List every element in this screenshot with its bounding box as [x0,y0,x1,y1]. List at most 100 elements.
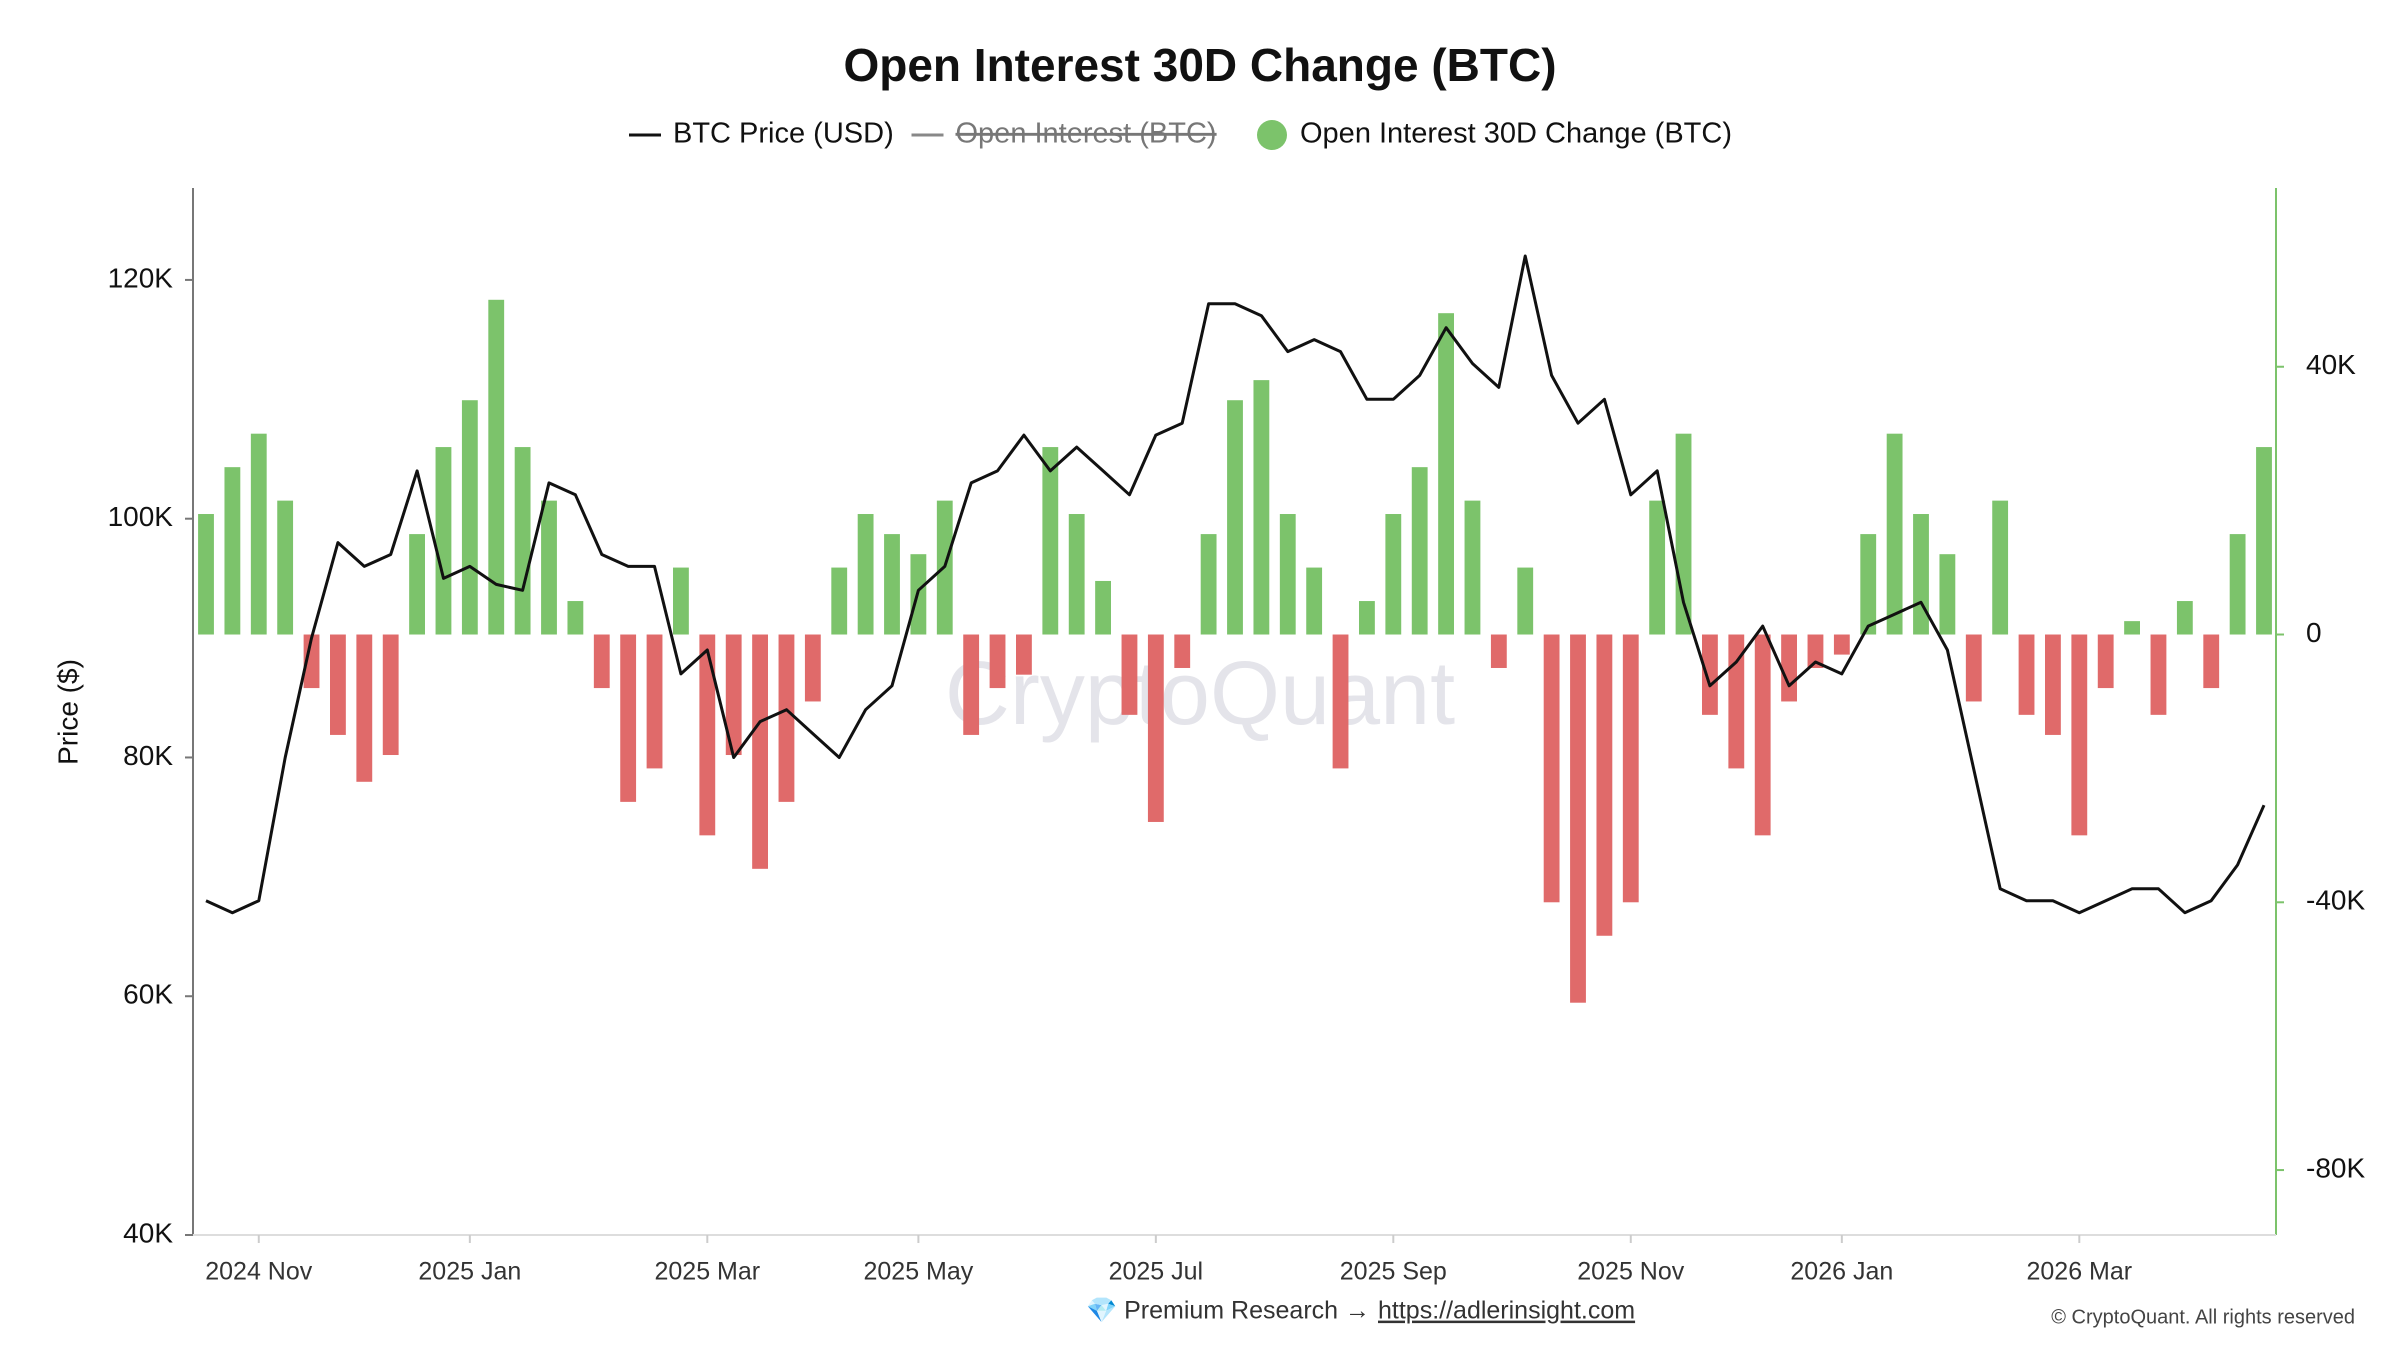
bar [1306,567,1323,635]
bar [2229,534,2246,635]
bar [2256,447,2272,635]
bar [1517,567,1534,635]
bar [409,534,425,635]
y-tick-label: 80K [123,740,173,771]
bar [646,634,663,769]
bar [1570,634,1586,1003]
bar [1095,580,1111,635]
bar [620,634,637,802]
y-tick-label: 60K [123,979,173,1010]
bar [1886,433,1903,635]
bar [2018,634,2035,715]
bar [1913,514,1929,635]
bar [752,634,768,869]
bar [303,634,320,689]
bar [1781,634,1797,702]
bar [488,299,505,635]
x-tick-label: 2025 Jul [1109,1258,1204,1286]
bar [1385,514,1402,635]
bar [1227,400,1243,635]
bar [1332,634,1349,769]
y-tick-label: 40K [123,1217,173,1248]
bar [1965,634,1982,702]
bar [2176,601,2193,635]
bar [1068,514,1085,635]
bar [1147,634,1164,822]
legend-label[interactable]: BTC Price (USD) [673,118,894,150]
y-tick-label: 120K [108,262,174,293]
bar [1411,467,1428,635]
footer-link[interactable]: https://adlerinsight.com [1378,1297,1635,1325]
bar [1042,447,1059,635]
bar [435,447,452,635]
bar [2203,634,2220,689]
bar [857,514,874,635]
bar [277,500,294,635]
y2-tick-label: 0 [2306,617,2322,648]
footer-text: 💎 Premium Research → [1086,1297,1370,1325]
x-tick-label: 2024 Nov [205,1258,313,1286]
bar [1860,534,1877,635]
bar [1174,634,1191,668]
bar [831,567,848,635]
bar [1200,534,1217,635]
bar [1464,500,1481,635]
bar [2097,634,2114,689]
x-tick-label: 2025 Jan [418,1258,521,1286]
x-tick-label: 2025 Nov [1577,1258,1685,1286]
bar [1359,601,1375,635]
bar [2071,634,2088,836]
bar [673,567,689,635]
bar [1728,634,1745,769]
bar [1279,514,1296,635]
bar [382,634,399,756]
legend-swatch [1257,120,1287,150]
legend-label[interactable]: Open Interest 30D Change (BTC) [1300,118,1732,150]
bar [250,433,267,635]
x-tick-label: 2025 May [863,1258,973,1286]
bar [804,634,821,702]
bar [1992,500,2009,635]
bar [1121,634,1138,715]
bar [1490,634,1507,668]
bar [1833,634,1850,655]
y-tick-label: 100K [108,501,174,532]
legend-label[interactable]: Open Interest (BTC) [956,118,1217,150]
bar [567,601,584,635]
bar [356,634,373,782]
bar [989,634,1006,689]
bar [1754,634,1771,836]
bar [593,634,610,689]
bar [198,514,214,635]
bar [1596,634,1613,936]
bar [963,634,980,735]
bar [330,634,346,735]
price-line [205,254,2266,915]
bar [224,467,241,635]
bar [699,634,716,836]
bar [1016,634,1032,675]
chart-title: Open Interest 30D Change (BTC) [843,39,1556,91]
bar [1939,554,1956,635]
bar [2124,621,2140,635]
x-tick-label: 2025 Sep [1340,1258,1447,1286]
bar [1807,634,1824,668]
bar [2045,634,2061,735]
bar [778,634,795,802]
x-tick-label: 2026 Jan [1790,1258,1893,1286]
bar [1438,313,1454,635]
bar [461,400,478,635]
y2-tick-label: -40K [2306,885,2365,916]
bar [1649,500,1666,635]
bar [2150,634,2167,715]
bar [1622,634,1639,903]
bar [884,534,900,635]
x-tick-label: 2026 Mar [2026,1258,2132,1286]
bar [541,500,557,635]
copyright: © CryptoQuant. All rights reserved [2051,1306,2355,1328]
bar [514,447,531,635]
x-tick-label: 2025 Mar [654,1258,760,1286]
y-axis-label: Price ($) [52,659,83,765]
y2-tick-label: 40K [2306,349,2356,380]
